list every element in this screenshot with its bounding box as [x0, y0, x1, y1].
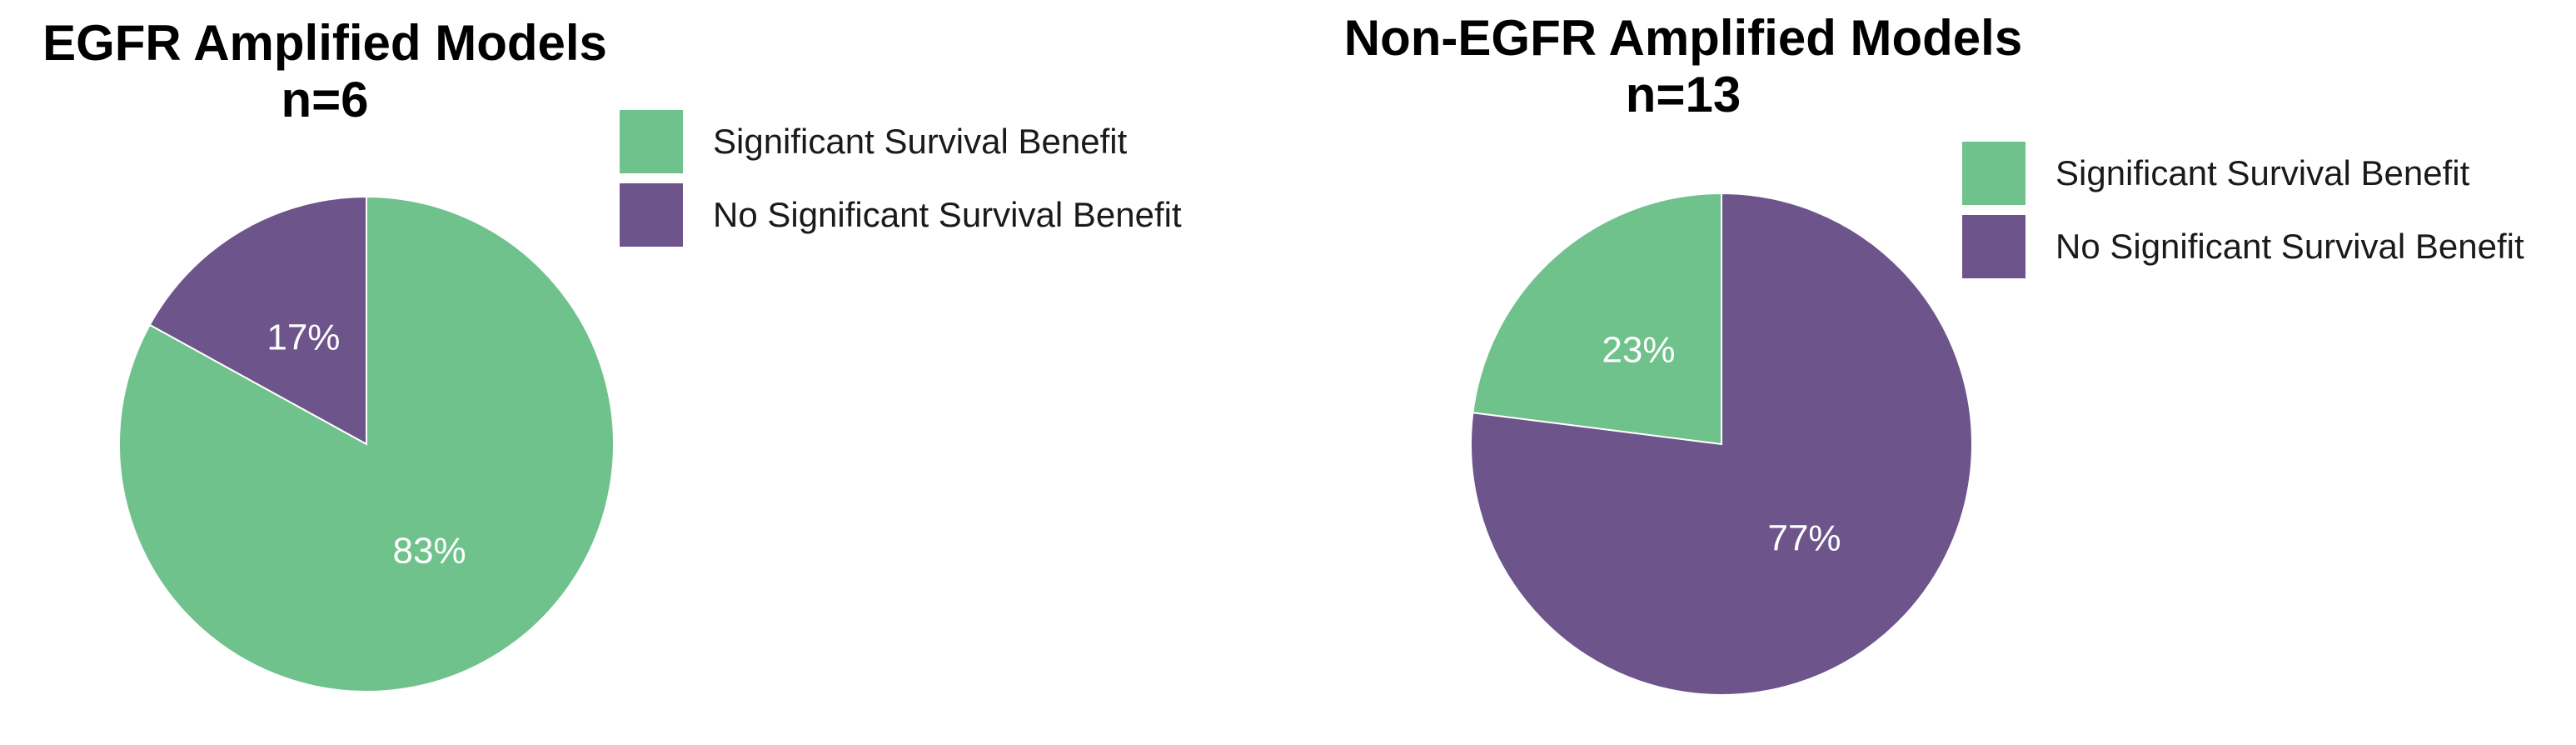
legend-swatch-not-significant [620, 183, 683, 247]
legend-label-significant: Significant Survival Benefit [713, 122, 1128, 161]
pie-svg-egfr-amplified: 17% 83% [118, 195, 615, 692]
pie-slice-significant [118, 195, 615, 692]
legend-item-significant: Significant Survival Benefit [620, 105, 1182, 178]
chart-title-text: EGFR Amplified Models [42, 15, 607, 71]
legend-label-not-significant: No Significant Survival Benefit [713, 195, 1182, 234]
legend-item-not-significant: No Significant Survival Benefit [1962, 210, 2524, 283]
pie-slice-not-significant [148, 195, 367, 446]
pie-chart-non-egfr-amplified: 23% 77% Non-EGFR Amplified Models n=13 Si… [1288, 0, 2576, 745]
legend-swatch-not-significant [1962, 215, 2025, 278]
pie-slice-not-significant [1470, 192, 1973, 696]
legend-label-not-significant: No Significant Survival Benefit [2055, 227, 2524, 266]
legend-swatch-significant [620, 110, 683, 173]
chart-subtitle-text: n=6 [281, 72, 369, 128]
slice-label-not-significant: 17% [267, 318, 340, 358]
pie-chart-egfr-amplified: 17% 83% EGFR Amplified Models n=6 Signifi… [0, 0, 1283, 745]
legend-swatch-significant [1962, 142, 2025, 205]
legend-item-significant: Significant Survival Benefit [1962, 137, 2524, 210]
pie-svg-non-egfr-amplified: 23% 77% [1470, 192, 1973, 696]
legend-non-egfr-amplified: Significant Survival Benefit No Signific… [1962, 137, 2524, 283]
slice-label-significant: 23% [1602, 330, 1675, 371]
chart-title-text: Non-EGFR Amplified Models [1343, 10, 2023, 66]
legend-egfr-amplified: Significant Survival Benefit No Signific… [620, 105, 1182, 252]
legend-item-not-significant: No Significant Survival Benefit [620, 178, 1182, 252]
slice-label-significant: 83% [393, 530, 466, 571]
legend-label-significant: Significant Survival Benefit [2055, 153, 2470, 192]
chart-title-non-egfr-amplified: Non-EGFR Amplified Models n=13 [1288, 10, 2079, 123]
slice-label-not-significant: 77% [1767, 518, 1841, 558]
pie-slice-significant [1472, 192, 1722, 446]
chart-title-egfr-amplified: EGFR Amplified Models n=6 [0, 15, 650, 128]
chart-subtitle-text: n=13 [1625, 67, 1741, 122]
